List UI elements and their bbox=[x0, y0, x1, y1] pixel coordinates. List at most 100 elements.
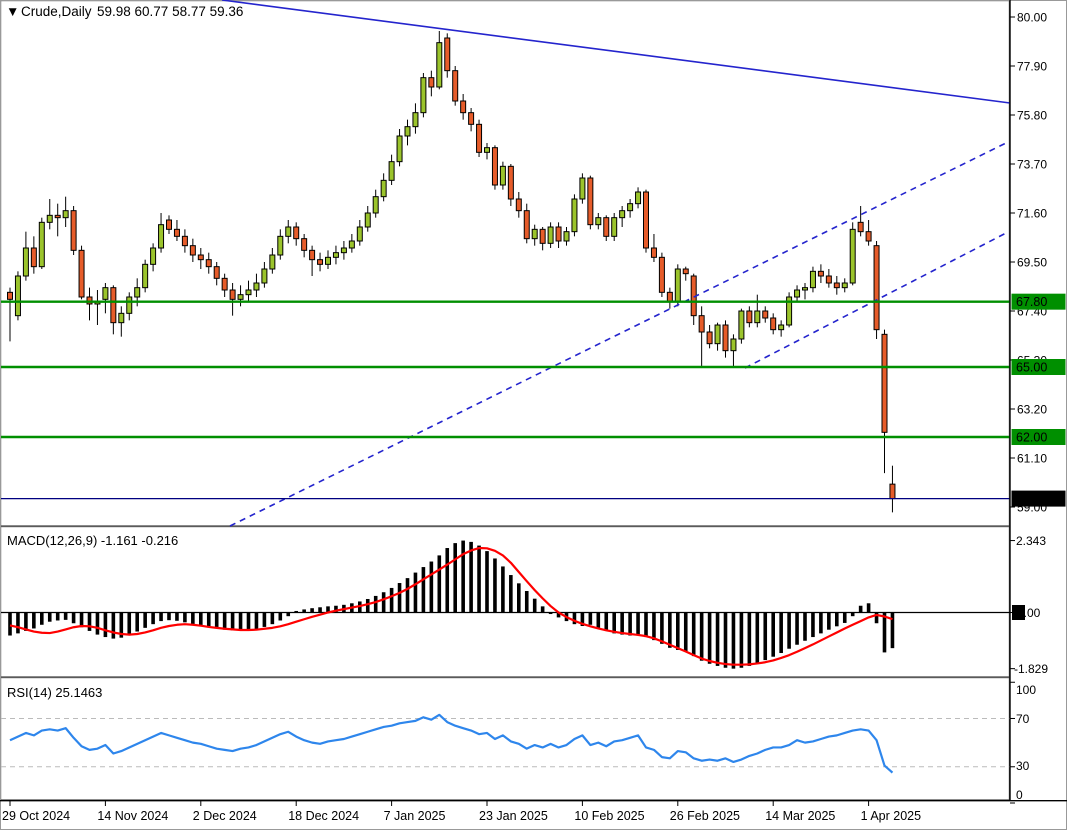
time-tick-label: 26 Feb 2025 bbox=[670, 809, 740, 823]
macd-histogram-bar bbox=[540, 606, 545, 613]
candle-body bbox=[261, 268, 268, 284]
macd-histogram-bar bbox=[556, 612, 561, 618]
macd-histogram-bar bbox=[461, 540, 465, 613]
macd-histogram-bar bbox=[548, 612, 553, 615]
rsi-line bbox=[9, 713, 894, 774]
candle-body bbox=[555, 226, 562, 242]
rsi-series bbox=[9, 713, 894, 774]
price-tick-label: 73.70 bbox=[1017, 157, 1047, 171]
candle-body bbox=[277, 235, 284, 256]
macd-histogram-bar bbox=[453, 543, 457, 613]
symbol-dropdown-icon[interactable]: ▼ bbox=[6, 4, 19, 19]
macd-histogram-bar bbox=[87, 612, 92, 631]
macd-histogram-bar bbox=[278, 612, 283, 621]
macd-histogram-bar bbox=[437, 555, 442, 613]
descending-resistance-line[interactable] bbox=[221, 0, 1011, 104]
candle-body bbox=[531, 228, 538, 240]
macd-histogram-bar bbox=[731, 612, 736, 669]
candle-body bbox=[62, 210, 69, 219]
macd-histogram-bar bbox=[167, 612, 171, 621]
time-tick-label: 1 Apr 2025 bbox=[861, 809, 922, 823]
macd-histogram-bar bbox=[16, 612, 20, 634]
macd-histogram-bar bbox=[63, 612, 68, 620]
macd-histogram-bar bbox=[445, 548, 450, 613]
candle-body bbox=[150, 247, 157, 265]
macd-histogram-bar bbox=[795, 612, 799, 645]
candle-body bbox=[706, 331, 713, 345]
macd-histogram-bar bbox=[286, 612, 291, 617]
macd-histogram-bar bbox=[214, 612, 219, 629]
macd-histogram-bar bbox=[707, 612, 712, 664]
candle-body bbox=[579, 177, 586, 200]
candle-body bbox=[595, 217, 602, 226]
macd-histogram-bar bbox=[747, 612, 752, 666]
macd-series bbox=[8, 540, 895, 669]
macd-histogram-bar bbox=[763, 612, 768, 661]
candle-body bbox=[332, 252, 339, 258]
time-tick-label: 10 Feb 2025 bbox=[574, 809, 644, 823]
symbol-title[interactable]: Crude,Daily bbox=[21, 4, 92, 19]
trendlines[interactable] bbox=[221, 0, 1011, 527]
candle-body bbox=[213, 266, 220, 279]
macd-histogram-bar bbox=[580, 612, 585, 627]
candle-body bbox=[364, 212, 371, 228]
macd-histogram-bar bbox=[771, 612, 775, 657]
candle-body bbox=[547, 226, 554, 244]
macd-histogram-bar bbox=[222, 612, 227, 630]
macd-indicator-label: MACD(12,26,9) -1.161 -0.216 bbox=[7, 533, 178, 548]
candle-body bbox=[189, 245, 196, 256]
candle-body bbox=[643, 191, 649, 249]
candle-body bbox=[714, 324, 721, 345]
macd-histogram-bar bbox=[660, 612, 664, 644]
macd-histogram-bar bbox=[882, 612, 887, 653]
candle-body bbox=[301, 238, 308, 251]
macd-histogram-bar bbox=[835, 612, 839, 627]
level-badge-62.00 bbox=[1011, 428, 1066, 445]
macd-histogram-bar bbox=[723, 612, 728, 668]
candle-body bbox=[507, 165, 514, 200]
macd-histogram-bar bbox=[32, 612, 36, 629]
ascending-channel-lower[interactable] bbox=[744, 231, 1009, 369]
macd-histogram-bar bbox=[103, 612, 108, 638]
ascending-channel-upper[interactable] bbox=[229, 141, 1009, 527]
macd-tick-label: -1.829 bbox=[1014, 662, 1048, 676]
candle-body bbox=[436, 42, 443, 88]
horizontal-levels[interactable] bbox=[1, 300, 1010, 500]
candle-body bbox=[110, 287, 117, 324]
candle-body bbox=[126, 296, 133, 314]
macd-histogram-bar bbox=[715, 612, 720, 666]
candle-body bbox=[627, 203, 634, 212]
macd-histogram-bar bbox=[238, 612, 243, 631]
macd-histogram-bar bbox=[294, 610, 298, 613]
macd-histogram-bar bbox=[819, 612, 823, 634]
candle-body bbox=[197, 254, 204, 261]
macd-histogram-bar bbox=[532, 598, 537, 613]
macd-histogram-bar bbox=[890, 612, 895, 649]
candle-body bbox=[205, 259, 212, 268]
candle-body bbox=[340, 247, 347, 254]
rsi-tick-label: 30 bbox=[1016, 759, 1030, 773]
macd-histogram-bar bbox=[699, 612, 704, 661]
macd-histogram-bar bbox=[827, 612, 831, 630]
candle-body bbox=[269, 254, 276, 270]
candle-body bbox=[881, 333, 888, 433]
macd-histogram-bar bbox=[429, 561, 434, 613]
macd-histogram-bar bbox=[787, 612, 791, 649]
candle-body bbox=[849, 228, 856, 284]
candle-body bbox=[412, 112, 419, 128]
candle-body bbox=[134, 287, 141, 298]
candle-body bbox=[666, 291, 673, 303]
candlestick-series bbox=[7, 30, 896, 513]
time-tick-label: 29 Oct 2024 bbox=[2, 809, 70, 823]
candle-body bbox=[833, 282, 840, 289]
candle-body bbox=[460, 100, 467, 114]
candle-body bbox=[229, 289, 236, 300]
macd-histogram-bar bbox=[842, 612, 847, 623]
price-tick-label: 75.80 bbox=[1017, 108, 1047, 122]
candle-body bbox=[396, 135, 403, 163]
macd-histogram-bar bbox=[24, 612, 28, 631]
